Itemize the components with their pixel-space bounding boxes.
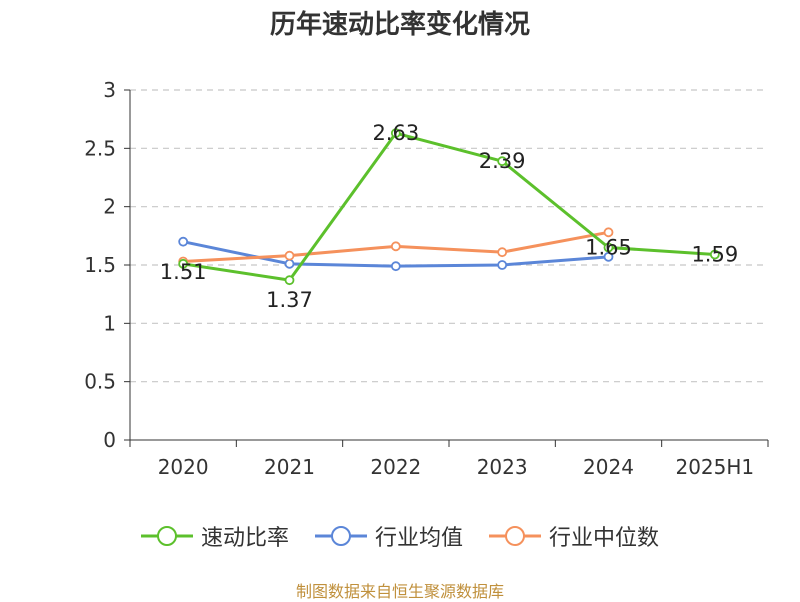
legend-label: 速动比率 bbox=[200, 526, 289, 551]
legend-item[interactable]: 行业中位数 bbox=[489, 520, 659, 552]
legend-swatch-icon bbox=[314, 526, 367, 546]
series-0 bbox=[178, 128, 720, 286]
y-tick-label: 1.5 bbox=[84, 253, 116, 277]
legend-swatch-icon bbox=[489, 526, 541, 546]
data-point bbox=[497, 260, 508, 270]
x-tick-label: 2022 bbox=[370, 455, 421, 479]
data-label: 1.59 bbox=[691, 243, 738, 267]
grid-lines bbox=[130, 89, 768, 383]
axes: 0 0.5 1 1.5 2 2.5 3 2020 2021 2022 2023 2024 2025H1 bbox=[84, 78, 769, 479]
data-point bbox=[284, 250, 295, 261]
y-tick-label: 2.5 bbox=[84, 136, 116, 160]
y-tick-label: 0 bbox=[103, 428, 116, 452]
legend-label: 行业中位数 bbox=[549, 526, 660, 551]
data-labels: 1.51 1.37 2.63 2.39 1.65 1.59 bbox=[160, 121, 738, 312]
y-tick-label: 1 bbox=[103, 311, 116, 335]
data-point bbox=[603, 242, 614, 253]
data-label: 1.65 bbox=[585, 236, 632, 260]
legend: 速动比率 行业均值 行业中位数 bbox=[0, 520, 800, 552]
legend-marker bbox=[505, 526, 525, 546]
x-tick-label: 2025H1 bbox=[675, 455, 754, 479]
data-point bbox=[497, 247, 508, 258]
data-point bbox=[497, 156, 508, 167]
chart-title: 历年速动比率变化情况 bbox=[269, 10, 530, 40]
data-point bbox=[709, 249, 720, 260]
data-label: 1.37 bbox=[266, 288, 313, 312]
source-note: 制图数据来自恒生聚源数据库 bbox=[295, 582, 504, 601]
y-tick-label: 2 bbox=[103, 195, 116, 219]
data-point bbox=[284, 258, 295, 269]
data-point bbox=[390, 261, 401, 272]
x-tick-label: 2024 bbox=[583, 455, 634, 479]
y-tick-label: 3 bbox=[103, 78, 116, 102]
series-2 bbox=[178, 227, 614, 267]
data-label: 2.39 bbox=[479, 149, 526, 173]
data-point bbox=[390, 128, 401, 139]
data-label: 1.51 bbox=[160, 260, 207, 284]
legend-item[interactable]: 行业均值 bbox=[314, 520, 463, 552]
y-tick-label: 0.5 bbox=[84, 370, 116, 394]
data-point bbox=[603, 251, 614, 262]
x-tick-label: 2021 bbox=[264, 455, 315, 479]
legend-marker bbox=[156, 526, 177, 546]
legend-marker bbox=[330, 526, 351, 546]
x-tick-label: 2020 bbox=[158, 455, 209, 479]
series-lines bbox=[178, 128, 720, 286]
legend-item[interactable]: 速动比率 bbox=[140, 520, 289, 552]
data-point bbox=[178, 236, 189, 247]
data-point bbox=[603, 227, 614, 238]
series-line bbox=[182, 131, 715, 282]
legend-label: 行业均值 bbox=[374, 526, 463, 551]
x-tick-label: 2023 bbox=[477, 455, 528, 479]
data-point bbox=[284, 275, 295, 286]
legend-swatch-icon bbox=[140, 526, 193, 546]
data-point bbox=[390, 241, 401, 252]
data-point bbox=[178, 258, 189, 269]
data-label: 2.63 bbox=[372, 121, 419, 145]
